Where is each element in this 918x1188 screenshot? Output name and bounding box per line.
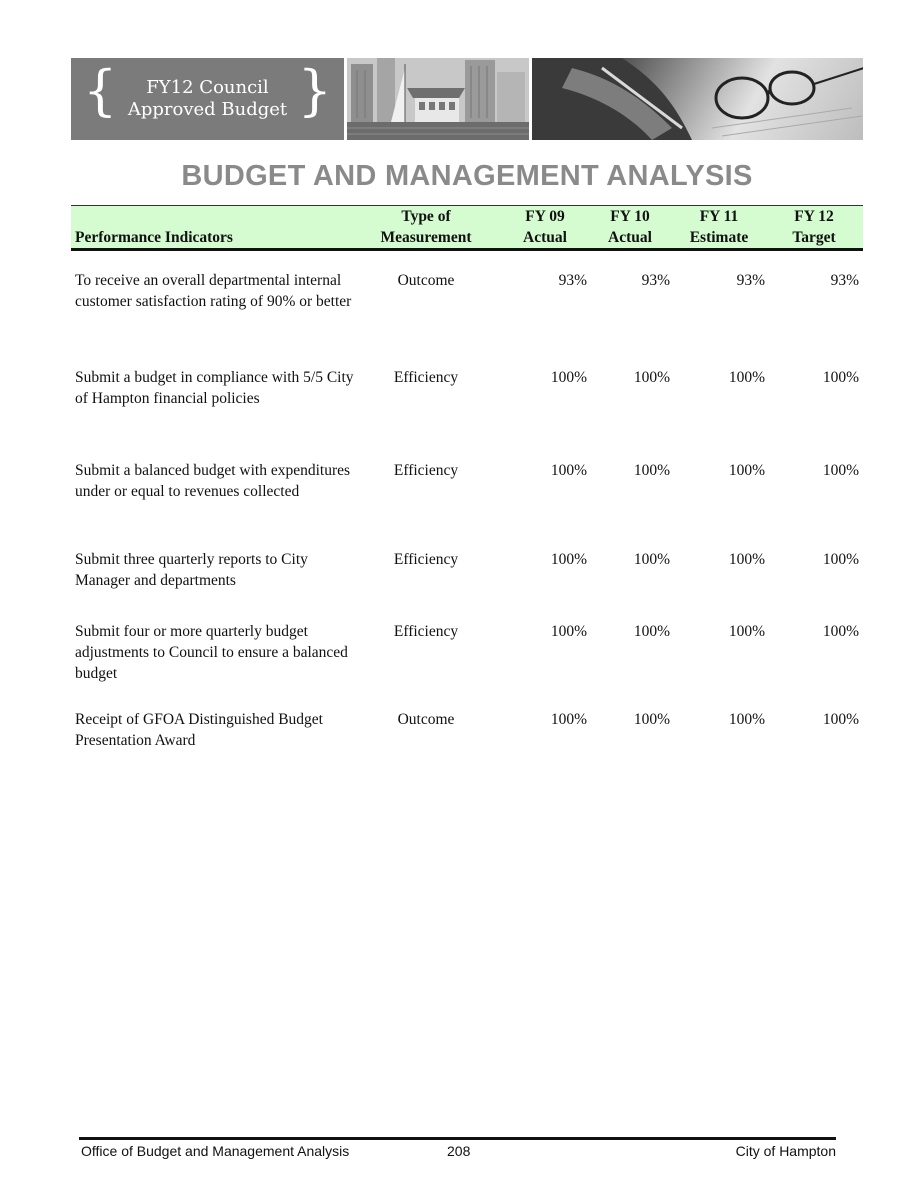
header-type: Type of Measurement bbox=[367, 206, 485, 248]
row-fy12: 100% bbox=[822, 462, 859, 479]
signing-photo-illustration bbox=[532, 58, 863, 140]
signing-photo bbox=[532, 58, 863, 140]
header-type-line-2: Measurement bbox=[380, 229, 472, 246]
page-title: BUDGET AND MANAGEMENT ANALYSIS bbox=[181, 160, 753, 192]
left-brace-glyph: { bbox=[83, 59, 118, 122]
row-fy11: 100% bbox=[728, 462, 765, 479]
row-fy12: 100% bbox=[822, 551, 859, 568]
row-fy12: 100% bbox=[822, 369, 859, 386]
header-type-line-1: Type of bbox=[401, 208, 451, 225]
header-fy10-line-2: Actual bbox=[608, 229, 652, 246]
header-fy10-line-1: FY 10 bbox=[610, 208, 650, 225]
footer-city: City of Hampton bbox=[735, 1143, 836, 1159]
row-fy11: 100% bbox=[728, 711, 765, 728]
row-fy11: 93% bbox=[736, 272, 765, 289]
header-fy09-line-1: FY 09 bbox=[525, 208, 565, 225]
row-indicator: Submit a balanced budget with expenditur… bbox=[75, 462, 351, 500]
row-fy09: 100% bbox=[550, 623, 587, 640]
row-type: Efficiency bbox=[393, 623, 459, 640]
header-fy10: FY 10 Actual bbox=[598, 206, 662, 248]
row-type: Efficiency bbox=[393, 551, 459, 568]
header-performance-indicators: Performance Indicators bbox=[75, 229, 233, 246]
row-indicator: Submit four or more quarterly budget adj… bbox=[75, 623, 348, 682]
header-fy09-line-2: Actual bbox=[523, 229, 567, 246]
header-fy11-line-2: Estimate bbox=[689, 229, 749, 246]
badge-line-1: FY12 Council bbox=[146, 77, 269, 98]
row-indicator: Receipt of GFOA Distinguished Budget Pre… bbox=[75, 711, 323, 749]
row-type: Efficiency bbox=[393, 462, 459, 479]
row-type: Outcome bbox=[397, 272, 455, 289]
budget-badge: { FY12 Council Approved Budget } bbox=[71, 58, 344, 140]
footer-page-number: 208 bbox=[447, 1143, 471, 1159]
footer-department: Office of Budget and Management Analysis bbox=[81, 1143, 350, 1159]
header-fy11-line-1: FY 11 bbox=[699, 208, 739, 225]
row-indicator: To receive an overall departmental inter… bbox=[75, 272, 352, 310]
header-fy11: FY 11 Estimate bbox=[681, 206, 757, 248]
row-fy09: 100% bbox=[550, 462, 587, 479]
row-fy10: 100% bbox=[633, 623, 670, 640]
row-fy09: 93% bbox=[558, 272, 587, 289]
right-brace-glyph: } bbox=[297, 59, 332, 122]
row-fy11: 100% bbox=[728, 369, 765, 386]
header-fy12: FY 12 Target bbox=[779, 206, 849, 248]
harbor-photo-illustration bbox=[347, 58, 529, 140]
footer-divider bbox=[79, 1137, 836, 1140]
row-fy10: 93% bbox=[641, 272, 670, 289]
row-fy10: 100% bbox=[633, 711, 670, 728]
header-banner: { FY12 Council Approved Budget } bbox=[71, 58, 863, 140]
row-fy12: 100% bbox=[822, 711, 859, 728]
row-fy10: 100% bbox=[633, 369, 670, 386]
row-fy09: 100% bbox=[550, 711, 587, 728]
row-fy12: 93% bbox=[830, 272, 859, 289]
row-fy09: 100% bbox=[550, 369, 587, 386]
row-fy11: 100% bbox=[728, 551, 765, 568]
row-fy11: 100% bbox=[728, 623, 765, 640]
table-header: Performance Indicators Type of Measureme… bbox=[71, 205, 863, 251]
badge-title: FY12 Council Approved Budget bbox=[128, 77, 287, 121]
row-indicator: Submit a budget in compliance with 5/5 C… bbox=[75, 369, 354, 407]
badge-line-2: Approved Budget bbox=[127, 99, 288, 120]
row-fy10: 100% bbox=[633, 462, 670, 479]
row-type: Efficiency bbox=[393, 369, 459, 386]
row-fy12: 100% bbox=[822, 623, 859, 640]
harbor-photo bbox=[347, 58, 529, 140]
header-fy12-line-1: FY 12 bbox=[794, 208, 834, 225]
row-fy09: 100% bbox=[550, 551, 587, 568]
header-fy12-line-2: Target bbox=[792, 229, 836, 246]
header-fy09: FY 09 Actual bbox=[513, 206, 577, 248]
row-indicator: Submit three quarterly reports to City M… bbox=[75, 551, 308, 589]
row-type: Outcome bbox=[397, 711, 455, 728]
row-fy10: 100% bbox=[633, 551, 670, 568]
